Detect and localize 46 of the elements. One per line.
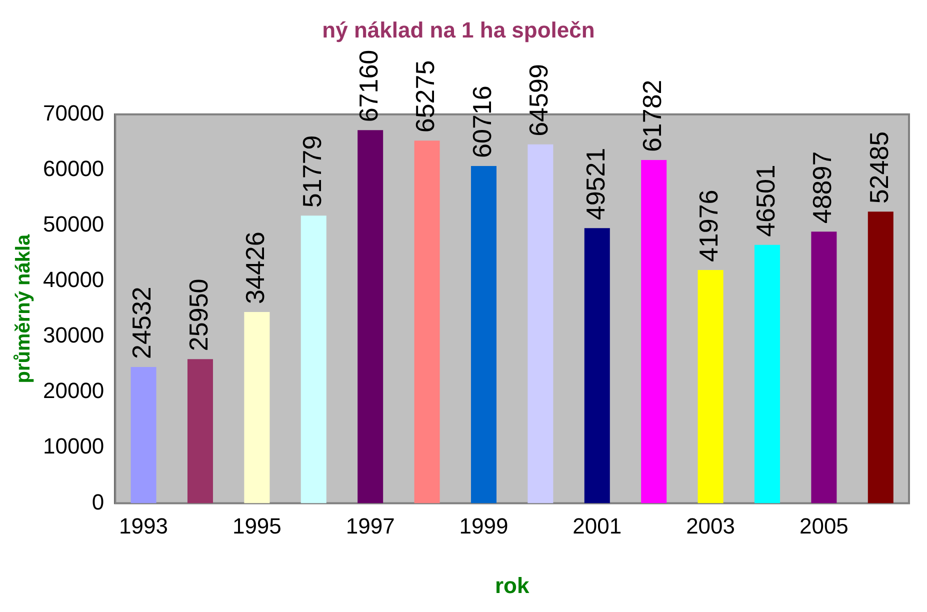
bar bbox=[470, 166, 496, 504]
y-tick-label: 0 bbox=[92, 489, 104, 514]
bar bbox=[698, 270, 724, 504]
y-tick-label: 20000 bbox=[42, 378, 104, 404]
bar bbox=[414, 140, 440, 504]
data-label: 67160 bbox=[354, 50, 384, 122]
bar bbox=[358, 130, 384, 504]
data-label: 64599 bbox=[524, 64, 554, 136]
chart-title: ný náklad na 1 ha společn bbox=[322, 17, 595, 42]
y-tick-label: 40000 bbox=[42, 267, 104, 292]
data-label: 51779 bbox=[296, 135, 327, 208]
bar bbox=[300, 216, 326, 504]
data-label: 34426 bbox=[240, 232, 270, 304]
data-label: 48897 bbox=[807, 151, 838, 224]
bar bbox=[244, 312, 270, 504]
data-label: 65275 bbox=[410, 60, 440, 133]
bar bbox=[868, 212, 894, 504]
x-tick-label: 1999 bbox=[459, 513, 508, 538]
x-axis-title: rok bbox=[494, 572, 530, 598]
data-label: 60716 bbox=[466, 86, 497, 158]
data-label: 41976 bbox=[694, 190, 724, 262]
x-tick-label: 1993 bbox=[119, 513, 168, 538]
y-tick-label: 70000 bbox=[42, 100, 104, 126]
bar bbox=[584, 228, 610, 504]
data-label: 25950 bbox=[183, 278, 214, 352]
data-label: 52485 bbox=[864, 131, 894, 204]
bar bbox=[641, 160, 667, 504]
bar bbox=[754, 244, 780, 504]
y-tick-label: 60000 bbox=[42, 156, 104, 182]
bar bbox=[130, 366, 156, 504]
data-label: 24532 bbox=[126, 286, 157, 359]
x-tick-label: 2001 bbox=[572, 513, 622, 538]
y-tick-label: 30000 bbox=[42, 322, 104, 348]
y-tick-label: 10000 bbox=[42, 434, 104, 459]
data-label: 46501 bbox=[750, 164, 780, 237]
bar bbox=[528, 144, 554, 504]
bar bbox=[187, 359, 213, 504]
data-label: 61782 bbox=[637, 80, 668, 152]
data-label: 49521 bbox=[580, 148, 610, 220]
bar bbox=[811, 232, 837, 504]
x-tick-label: 2003 bbox=[686, 513, 736, 538]
y-axis-title: průměrný nákla bbox=[12, 233, 35, 384]
y-tick-label: 50000 bbox=[42, 212, 104, 237]
x-tick-label: 1995 bbox=[232, 513, 282, 538]
x-tick-label: 1997 bbox=[346, 513, 395, 538]
x-tick-label: 2005 bbox=[799, 513, 848, 538]
